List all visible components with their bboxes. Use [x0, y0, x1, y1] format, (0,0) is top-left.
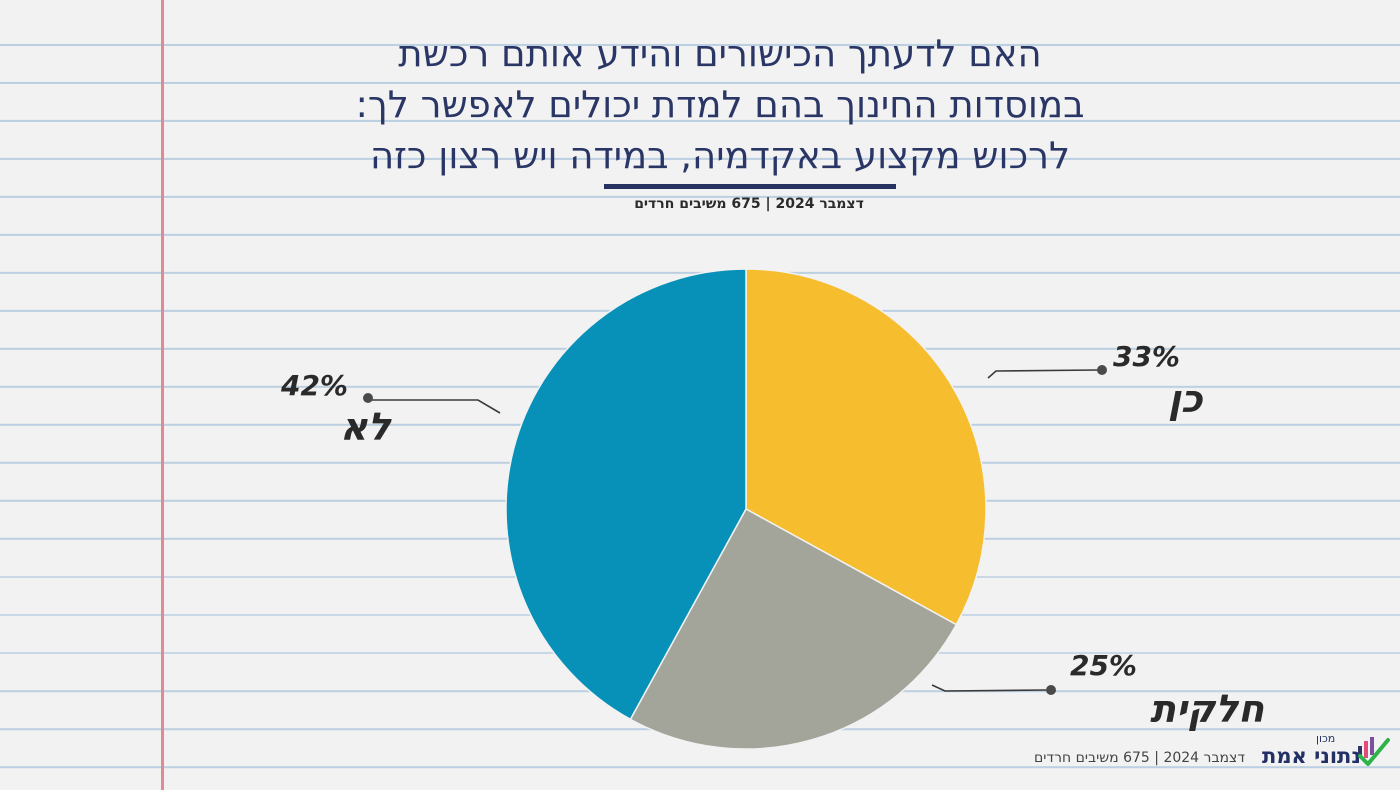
category-label-no: לא — [340, 405, 393, 449]
percent-label-partial: 25% — [1070, 649, 1137, 682]
title-underline — [604, 184, 896, 189]
notebook-margin-line — [161, 0, 164, 790]
leader-dot-yes — [1097, 365, 1107, 375]
leader-dot-no — [363, 393, 373, 403]
percent-label-no: 42% — [280, 369, 348, 402]
logo-name: נתוני אמת — [1262, 744, 1361, 768]
chart-subtitle: דצמבר 2024 | 675 משיבים חרדים — [634, 196, 864, 212]
chart-title: האם לדעתך הכישורים והידע אותם רכשת במוסד… — [200, 28, 1240, 181]
logo-checkmark-icon — [1358, 737, 1390, 766]
leader-dot-partial — [1046, 685, 1056, 695]
title-line-3: לרכוש מקצוע באקדמיה, במידה ויש רצון כזה — [369, 134, 1071, 177]
leader-line-no — [372, 399, 501, 414]
footer-source: דצמבר 2024 | 675 משיבים חרדים — [1034, 750, 1245, 766]
category-label-yes: כן — [1168, 377, 1203, 421]
logo-prefix: מכון — [1316, 732, 1336, 745]
slice-partial — [629, 507, 958, 750]
slice-no — [505, 268, 747, 721]
category-label-partial: חלקית — [1150, 687, 1264, 731]
percent-label-yes: 33% — [1113, 340, 1180, 373]
slice-yes — [745, 268, 987, 626]
title-line-2: במוסדות החינוך בהם למדת יכולים לאפשר לך: — [355, 83, 1085, 126]
leader-line-partial — [931, 684, 1047, 692]
title-line-1: האם לדעתך הכישורים והידע אותם רכשת — [398, 32, 1042, 75]
leader-line-yes — [987, 369, 1099, 379]
